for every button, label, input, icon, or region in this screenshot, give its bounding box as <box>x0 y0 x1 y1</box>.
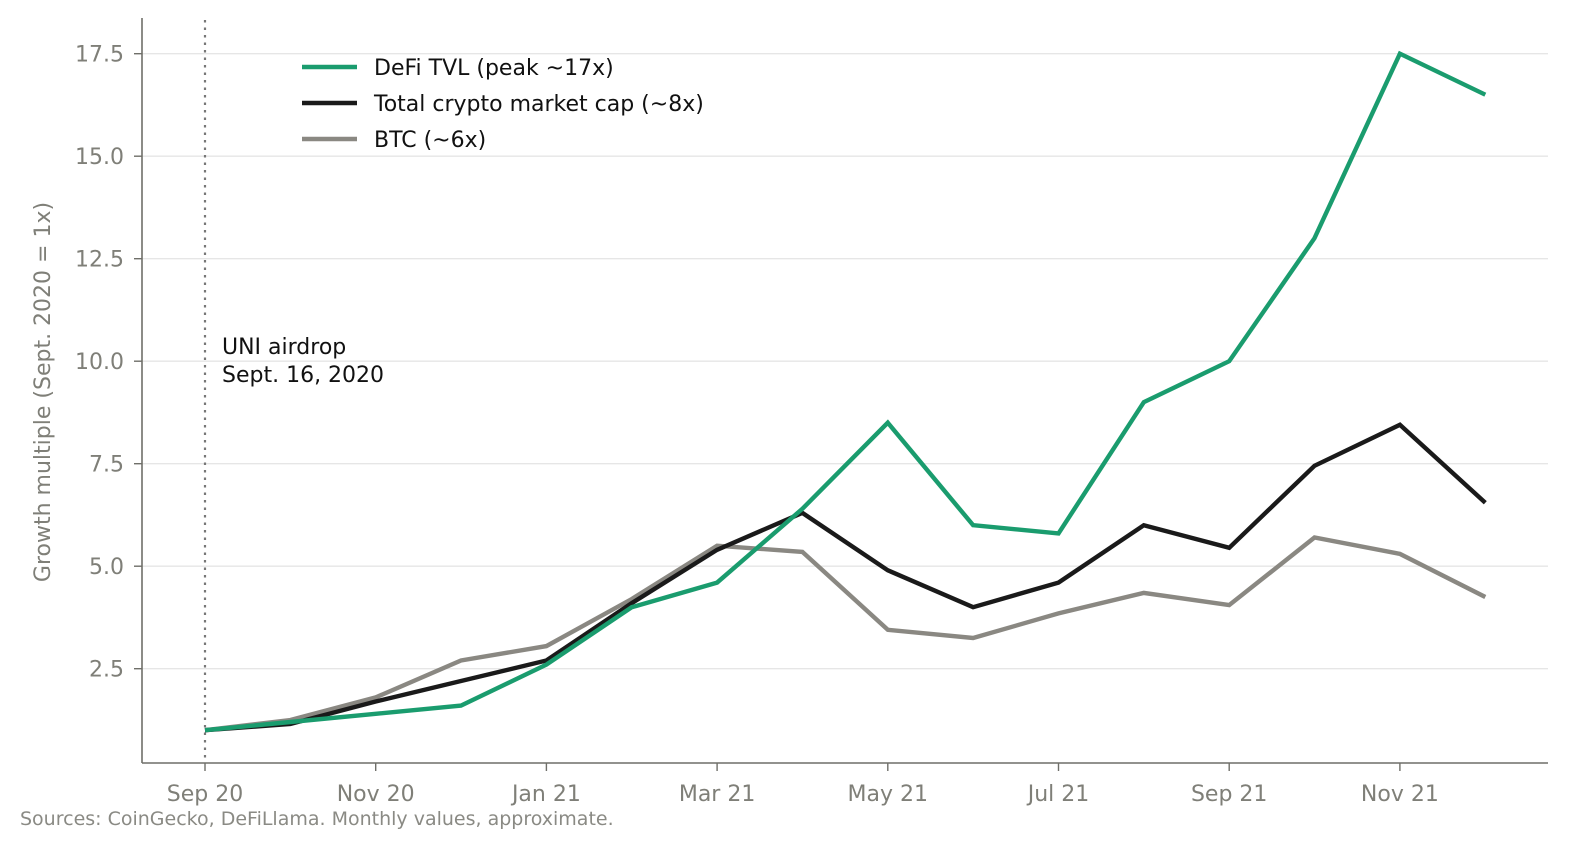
x-tick-label: Sep 21 <box>1191 782 1267 807</box>
y-tick-label: 7.5 <box>89 453 124 478</box>
x-tick-label: Nov 21 <box>1361 782 1439 807</box>
x-tick-label: Nov 20 <box>337 782 415 807</box>
y-tick-label: 10.0 <box>75 350 124 375</box>
legend-label: BTC (~6x) <box>374 128 486 153</box>
source-note: Sources: CoinGecko, DeFiLlama. Monthly v… <box>20 808 614 830</box>
y-axis-title: Growth multiple (Sept. 2020 = 1x) <box>31 202 56 582</box>
y-tick-label: 12.5 <box>75 248 124 273</box>
y-tick-label: 17.5 <box>75 43 124 68</box>
x-tick-label: Mar 21 <box>679 782 756 807</box>
y-tick-label: 5.0 <box>89 555 124 580</box>
y-tick-label: 15.0 <box>75 145 124 170</box>
x-tick-label: May 21 <box>848 782 928 807</box>
x-tick-label: Sep 20 <box>167 782 243 807</box>
axes <box>141 18 1548 764</box>
gridlines <box>142 53 1548 670</box>
legend: DeFi TVL (peak ~17x) Total crypto market … <box>302 56 704 153</box>
series-line-2 <box>204 535 1487 733</box>
x-tick-label: Jul 21 <box>1026 782 1090 807</box>
series-line-1 <box>204 422 1487 733</box>
airdrop-annotation-text: UNI airdrop <box>222 335 346 360</box>
x-tick-label: Jan 21 <box>510 782 581 807</box>
series-line-0 <box>204 50 1487 733</box>
legend-label: DeFi TVL (peak ~17x) <box>374 56 614 81</box>
y-tick-label: 2.5 <box>89 658 124 683</box>
tick-labels: 2.5 5.0 7.5 10.0 12.5 15.0 17.5 Sep 20 Nov 20 Jan… <box>75 43 1439 807</box>
annotation-layer: UNI airdrop Sept. 16, 2020 <box>203 20 384 763</box>
legend-label: Total crypto market cap (~8x) <box>373 92 704 117</box>
airdrop-annotation-text: Sept. 16, 2020 <box>222 363 384 388</box>
series-layer <box>204 50 1487 733</box>
